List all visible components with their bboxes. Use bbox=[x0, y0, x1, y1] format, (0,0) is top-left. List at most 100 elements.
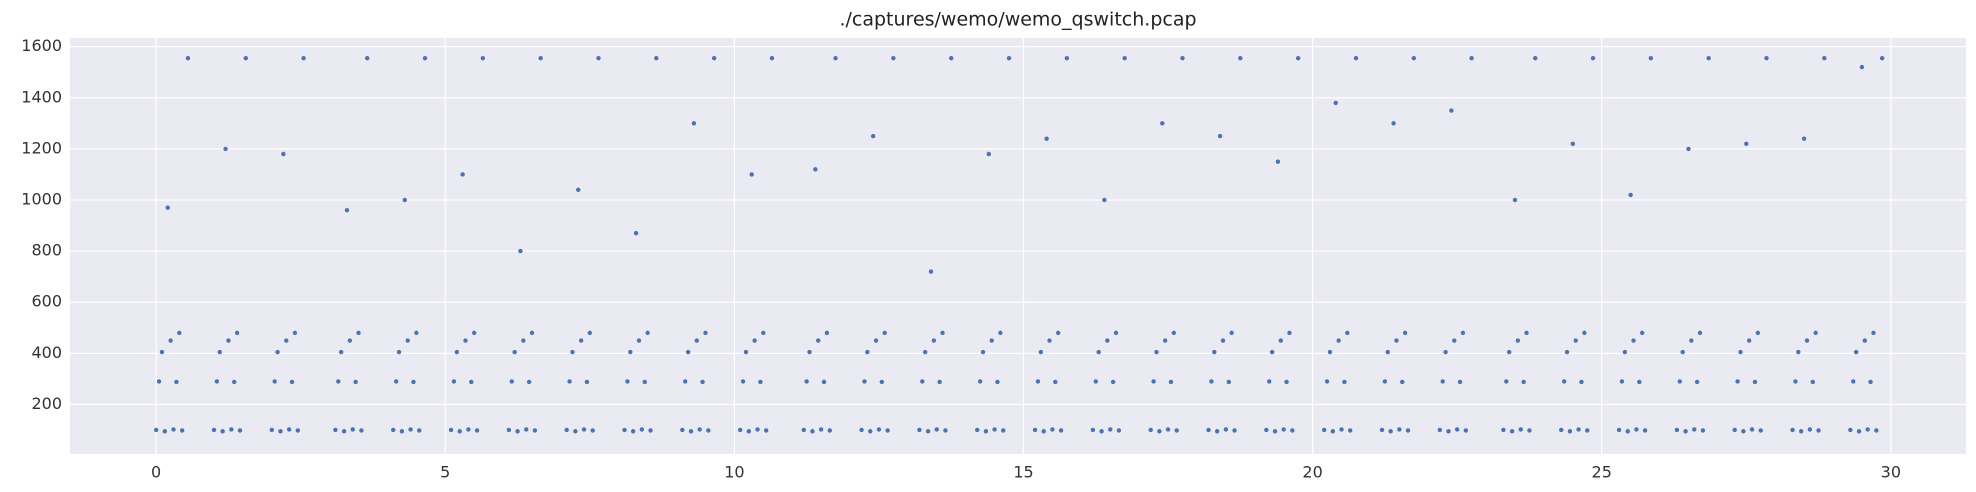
point bbox=[454, 349, 460, 355]
point bbox=[1452, 338, 1457, 343]
point bbox=[402, 197, 407, 203]
point bbox=[1209, 379, 1214, 384]
point bbox=[1394, 338, 1399, 343]
point bbox=[977, 379, 983, 384]
point bbox=[179, 428, 185, 433]
point bbox=[226, 338, 231, 343]
point bbox=[587, 330, 593, 336]
point bbox=[590, 428, 595, 433]
point bbox=[1686, 146, 1691, 152]
point bbox=[417, 428, 422, 433]
point bbox=[752, 338, 757, 343]
point bbox=[448, 427, 454, 433]
point bbox=[451, 379, 457, 384]
point bbox=[1680, 349, 1685, 355]
point bbox=[1275, 159, 1281, 164]
point bbox=[1044, 136, 1049, 141]
point bbox=[526, 379, 532, 385]
point bbox=[1689, 338, 1694, 343]
point bbox=[1619, 379, 1625, 384]
point bbox=[1006, 55, 1012, 61]
point bbox=[801, 427, 806, 433]
point bbox=[480, 55, 486, 61]
point bbox=[518, 248, 523, 254]
point bbox=[876, 427, 882, 432]
point bbox=[350, 427, 355, 432]
point bbox=[928, 269, 934, 274]
point bbox=[1180, 55, 1185, 61]
point bbox=[1345, 330, 1350, 336]
point bbox=[286, 427, 292, 432]
point bbox=[1108, 427, 1113, 432]
point bbox=[1232, 428, 1237, 433]
point bbox=[356, 330, 361, 336]
point bbox=[1090, 427, 1096, 433]
point bbox=[1220, 338, 1226, 343]
point bbox=[1269, 349, 1275, 355]
point bbox=[1440, 379, 1445, 384]
point bbox=[1515, 338, 1521, 343]
point bbox=[943, 428, 948, 433]
point bbox=[1501, 427, 1506, 433]
point bbox=[1507, 349, 1512, 355]
point bbox=[625, 379, 630, 384]
point bbox=[1110, 379, 1116, 385]
point bbox=[153, 427, 159, 433]
point bbox=[1879, 55, 1885, 61]
point bbox=[359, 428, 364, 433]
point bbox=[1154, 349, 1159, 355]
point bbox=[1397, 427, 1402, 432]
point bbox=[1287, 330, 1292, 336]
point bbox=[1582, 330, 1587, 336]
point bbox=[237, 428, 243, 433]
point bbox=[573, 429, 578, 434]
point bbox=[1862, 338, 1868, 343]
point bbox=[975, 427, 980, 433]
point bbox=[920, 379, 925, 384]
point bbox=[1093, 379, 1098, 384]
point bbox=[925, 429, 931, 434]
point bbox=[1113, 330, 1119, 336]
point bbox=[1813, 330, 1818, 336]
point bbox=[879, 379, 885, 385]
point bbox=[882, 330, 887, 336]
point bbox=[827, 428, 832, 433]
point bbox=[1856, 429, 1862, 434]
x-tick-label: 20 bbox=[1302, 463, 1322, 482]
point bbox=[755, 427, 760, 432]
point bbox=[1585, 428, 1590, 433]
point bbox=[995, 379, 1000, 385]
point bbox=[1706, 55, 1711, 61]
point bbox=[1446, 429, 1451, 434]
point bbox=[1853, 349, 1859, 355]
point bbox=[396, 349, 402, 355]
point bbox=[1822, 55, 1827, 61]
point bbox=[1321, 427, 1327, 433]
point bbox=[1122, 55, 1127, 61]
point bbox=[810, 429, 815, 434]
point bbox=[292, 330, 298, 336]
point bbox=[408, 427, 413, 432]
point bbox=[1272, 429, 1278, 434]
point bbox=[891, 55, 896, 61]
point bbox=[1694, 379, 1700, 385]
point bbox=[749, 172, 754, 177]
point bbox=[1460, 330, 1466, 336]
point bbox=[1573, 338, 1578, 343]
x-tick-label: 15 bbox=[1013, 463, 1033, 482]
point bbox=[1868, 379, 1873, 385]
point bbox=[1041, 429, 1046, 434]
point bbox=[688, 429, 694, 434]
point bbox=[347, 338, 353, 343]
y-tick-label: 1000 bbox=[21, 190, 62, 209]
point bbox=[769, 55, 775, 61]
point bbox=[1402, 330, 1408, 336]
point bbox=[532, 428, 538, 433]
point bbox=[1353, 55, 1359, 61]
point bbox=[1347, 428, 1353, 433]
point bbox=[1801, 136, 1807, 141]
point bbox=[1674, 427, 1680, 433]
point bbox=[1700, 428, 1706, 433]
point bbox=[1469, 55, 1474, 61]
